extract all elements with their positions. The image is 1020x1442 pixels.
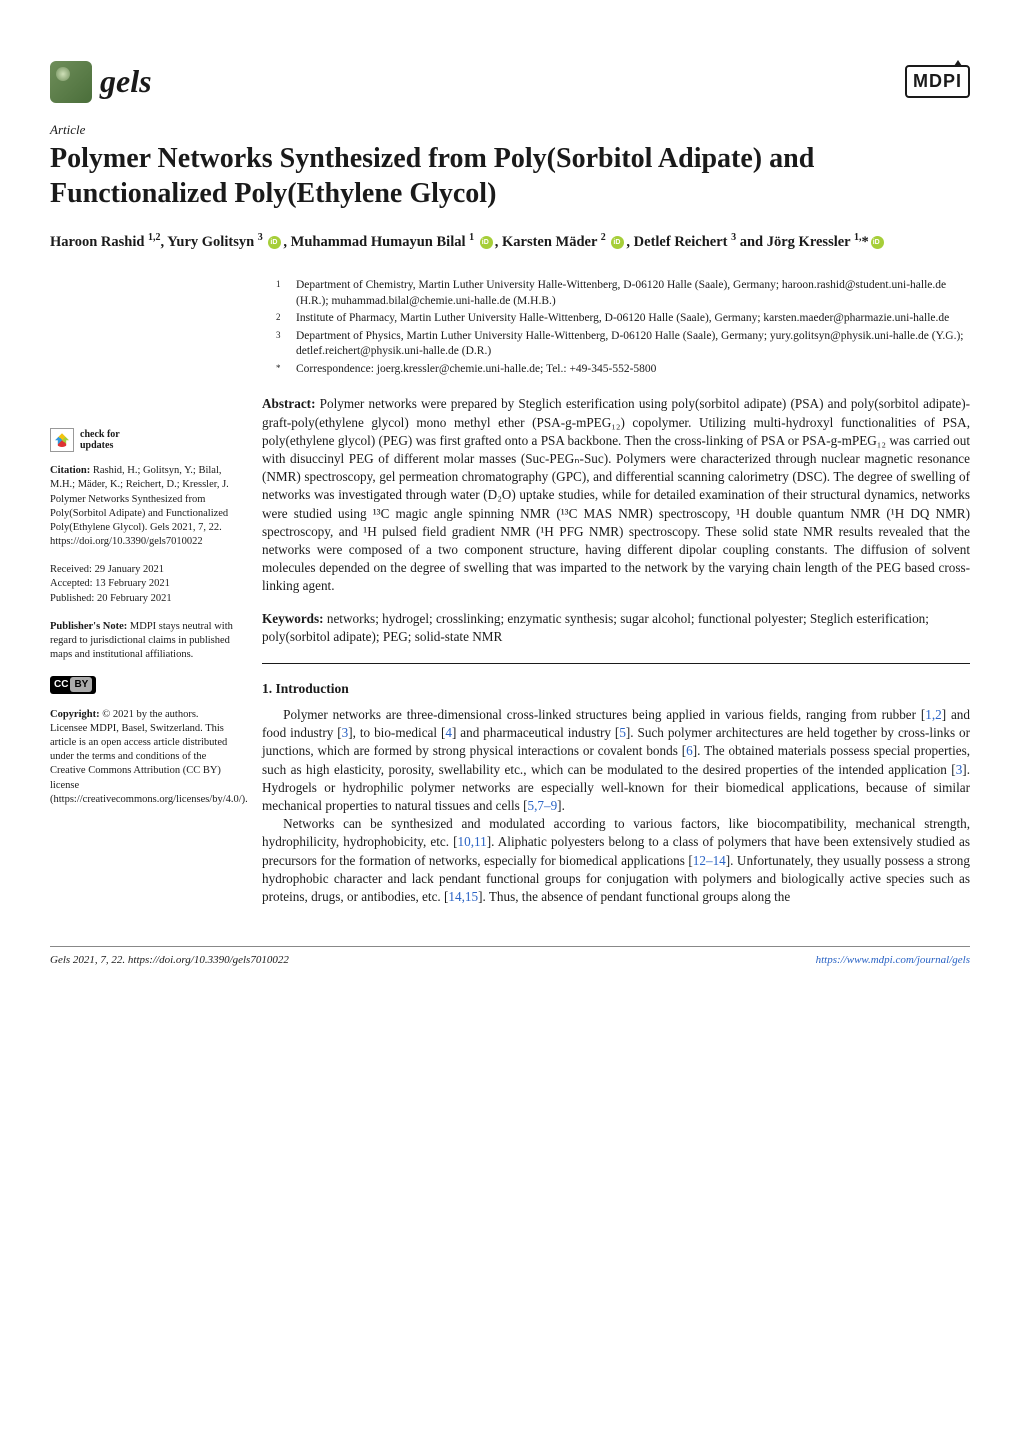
citation-text: Rashid, H.; Golitsyn, Y.; Bilal, M.H.; M… xyxy=(50,465,229,547)
keywords-label: Keywords: xyxy=(262,611,324,626)
affiliation-row: 3 Department of Physics, Martin Luther Un… xyxy=(276,329,970,360)
section-heading: 1. Introduction xyxy=(262,680,970,698)
cc-by-icon[interactable]: CCBY xyxy=(50,676,96,694)
section-divider xyxy=(262,663,970,664)
affiliation-row: 2 Institute of Pharmacy, Martin Luther Un… xyxy=(276,311,970,327)
author: Muhammad Humayun Bilal 1 xyxy=(291,234,495,250)
journal-logo: gels xyxy=(50,60,152,103)
orcid-icon[interactable] xyxy=(871,236,884,249)
footer-link[interactable]: https://www.mdpi.com/journal/gels xyxy=(816,954,970,966)
abstract-text: Polymer networks were prepared by Stegli… xyxy=(262,396,970,593)
affiliations: 1 Department of Chemistry, Martin Luther … xyxy=(262,278,970,377)
check-for-updates[interactable]: check forupdates xyxy=(50,428,238,452)
abstract: Abstract: Polymer networks were prepared… xyxy=(262,395,970,595)
copyright-block: Copyright: © 2021 by the authors. Licens… xyxy=(50,708,238,807)
affil-num: * xyxy=(276,362,288,378)
orcid-icon[interactable] xyxy=(611,236,624,249)
affil-text: Department of Physics, Martin Luther Uni… xyxy=(296,329,970,360)
affiliation-row: * Correspondence: joerg.kressler@chemie.u… xyxy=(276,362,970,378)
footer-right[interactable]: https://www.mdpi.com/journal/gels xyxy=(816,953,970,968)
license-block: CCBY xyxy=(50,676,238,694)
orcid-icon[interactable] xyxy=(268,236,281,249)
orcid-icon[interactable] xyxy=(480,236,493,249)
citation-label: Citation: xyxy=(50,465,90,476)
citation-block: Citation: Rashid, H.; Golitsyn, Y.; Bila… xyxy=(50,464,238,549)
publishers-note-label: Publisher's Note: xyxy=(50,621,127,632)
author: Yury Golitsyn 3 xyxy=(167,234,283,250)
author-list: Haroon Rashid 1,2, Yury Golitsyn 3 , Muh… xyxy=(50,229,970,254)
check-updates-icon xyxy=(50,428,74,452)
affil-num: 2 xyxy=(276,311,288,327)
affiliation-row: 1 Department of Chemistry, Martin Luther … xyxy=(276,278,970,309)
dates-block: Received: 29 January 2021 Accepted: 13 F… xyxy=(50,563,238,606)
date-received: Received: 29 January 2021 xyxy=(50,563,238,577)
footer-left: Gels 2021, 7, 22. https://doi.org/10.339… xyxy=(50,953,289,968)
two-column-layout: check forupdates Citation: Rashid, H.; G… xyxy=(50,278,970,906)
author: Haroon Rashid 1,2 xyxy=(50,234,161,250)
affil-text: Department of Chemistry, Martin Luther U… xyxy=(296,278,970,309)
affil-num: 1 xyxy=(276,278,288,309)
article-title: Polymer Networks Synthesized from Poly(S… xyxy=(50,141,970,211)
publishers-note-block: Publisher's Note: MDPI stays neutral wit… xyxy=(50,620,238,663)
author: Karsten Mäder 2 xyxy=(502,234,626,250)
article-type: Article xyxy=(50,121,970,139)
copyright-label: Copyright: xyxy=(50,709,100,720)
sidebar: check forupdates Citation: Rashid, H.; G… xyxy=(50,278,238,906)
publisher-logo: MDPI xyxy=(905,65,970,97)
header-row: gels MDPI xyxy=(50,60,970,103)
keywords-text: networks; hydrogel; crosslinking; enzyma… xyxy=(262,611,929,644)
body-paragraph: Polymer networks are three-dimensional c… xyxy=(262,706,970,815)
affil-num: 3 xyxy=(276,329,288,360)
date-published: Published: 20 February 2021 xyxy=(50,592,238,606)
affil-text: Correspondence: joerg.kressler@chemie.un… xyxy=(296,362,656,378)
main-column: 1 Department of Chemistry, Martin Luther … xyxy=(262,278,970,906)
body-paragraph: Networks can be synthesized and modulate… xyxy=(262,815,970,906)
check-updates-label: check forupdates xyxy=(80,429,120,451)
keywords: Keywords: networks; hydrogel; crosslinki… xyxy=(262,610,970,647)
author: Jörg Kressler 1,* xyxy=(767,234,886,250)
affil-text: Institute of Pharmacy, Martin Luther Uni… xyxy=(296,311,949,327)
page-footer: Gels 2021, 7, 22. https://doi.org/10.339… xyxy=(50,946,970,968)
date-accepted: Accepted: 13 February 2021 xyxy=(50,577,238,591)
author: Detlef Reichert 3 xyxy=(634,234,736,250)
abstract-label: Abstract: xyxy=(262,396,315,411)
journal-name: gels xyxy=(100,60,152,103)
copyright-text: © 2021 by the authors. Licensee MDPI, Ba… xyxy=(50,709,248,805)
journal-icon xyxy=(50,61,92,103)
